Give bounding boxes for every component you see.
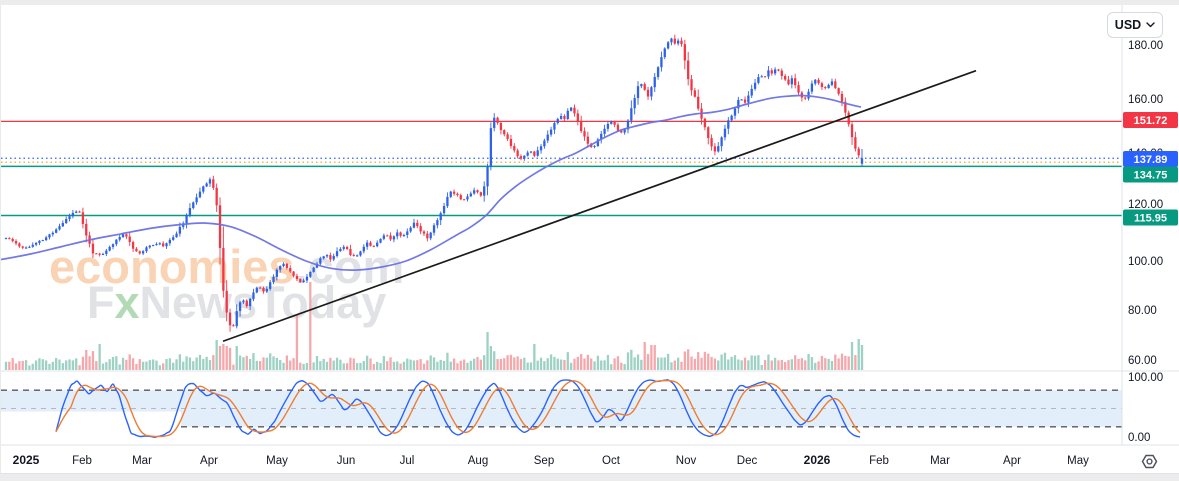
- time-axis-label: Mar: [930, 455, 950, 467]
- volume-bars: [4, 282, 864, 370]
- watermark-subbrand: FxNewsToday: [87, 277, 386, 328]
- time-scale[interactable]: 2025 Feb Mar Apr May Jun Jul Aug Sep Oct Nov Dec 202…: [13, 453, 1089, 467]
- price-axis-label: 120.00: [1128, 199, 1163, 211]
- time-axis-label: Apr: [200, 455, 218, 467]
- price-axis-label: 80.00: [1128, 305, 1157, 317]
- price-badges: 151.72 137.89 134.75 115.95: [1123, 112, 1178, 226]
- time-axis-label: Dec: [737, 455, 758, 467]
- trendline[interactable]: [222, 69, 977, 343]
- price-badge: 151.72: [1134, 115, 1168, 127]
- time-axis-label: Apr: [1003, 455, 1021, 467]
- time-axis-label: Sep: [534, 455, 554, 467]
- candlestick-series: [4, 34, 864, 332]
- time-axis-label: Feb: [72, 455, 92, 467]
- price-axis-label: 100.00: [1128, 372, 1163, 384]
- time-axis-label: Feb: [869, 455, 889, 467]
- time-axis-label: Jun: [337, 455, 356, 467]
- price-badge: 115.95: [1134, 213, 1167, 225]
- stochastic-k-line: [55, 379, 861, 438]
- attribution-eye-icon[interactable]: [1141, 454, 1158, 469]
- stochastic-d-line: [55, 379, 861, 438]
- time-axis-label: Nov: [676, 455, 697, 467]
- chevron-down-icon: [1146, 22, 1155, 28]
- time-axis-label: Oct: [602, 455, 621, 467]
- price-level-lines[interactable]: [1, 120, 1122, 217]
- price-axis-label: 60.00: [1128, 355, 1157, 367]
- price-axis-label: 180.00: [1128, 40, 1163, 52]
- currency-label: USD: [1114, 18, 1142, 32]
- currency-toggle-button[interactable]: USD: [1107, 12, 1163, 38]
- time-axis-label: Mar: [132, 455, 152, 467]
- price-scale[interactable]: 180.00160.00140.00120.00100.0080.0060.00…: [1128, 40, 1163, 444]
- time-axis-label: May: [1067, 455, 1089, 467]
- time-axis-label: 2026: [804, 453, 831, 467]
- price-axis-label: 160.00: [1128, 94, 1163, 106]
- price-axis-label: 0.00: [1128, 432, 1150, 444]
- time-axis-label: Jul: [400, 455, 415, 467]
- moving-average-line: [1, 94, 862, 271]
- time-axis-label: Aug: [468, 455, 488, 467]
- price-axis-label: 100.00: [1128, 256, 1163, 268]
- stochastic-pane: [1, 379, 1122, 438]
- price-badge: 137.89: [1134, 154, 1168, 166]
- drawn-trendline[interactable]: [222, 69, 977, 343]
- price-badge: 134.75: [1134, 170, 1168, 182]
- time-axis-label: 2025: [13, 453, 40, 467]
- pane-dividers: [1, 5, 1179, 446]
- time-axis-label: May: [266, 455, 288, 467]
